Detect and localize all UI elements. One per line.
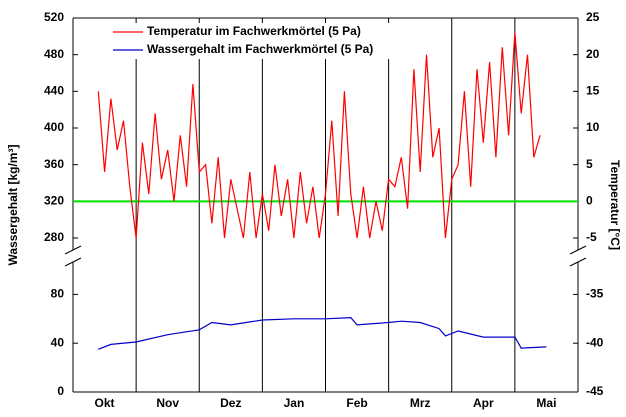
y-tick-label: 440 bbox=[44, 84, 64, 98]
axis-break bbox=[64, 257, 82, 267]
y2-tick-label: -45 bbox=[586, 384, 604, 398]
x-tick-label: Okt bbox=[95, 396, 115, 410]
x-tick-label: Mai bbox=[536, 396, 556, 410]
y-tick-label: 480 bbox=[44, 47, 64, 61]
y-tick-label: 0 bbox=[57, 384, 64, 398]
legend-label: Temperatur im Fachwerkmörtel (5 Pa) bbox=[147, 24, 361, 38]
y-tick-label: 520 bbox=[44, 10, 64, 24]
y2-tick-label: 20 bbox=[586, 47, 600, 61]
axis-break-gap bbox=[65, 250, 81, 262]
y-tick-label: 320 bbox=[44, 194, 64, 208]
y2-tick-label: 15 bbox=[586, 84, 600, 98]
axis-break-gap bbox=[570, 250, 586, 262]
legend-box bbox=[107, 23, 397, 59]
y2-tick-label: 25 bbox=[586, 10, 600, 24]
axis-break bbox=[569, 245, 587, 255]
y-axis-label: Wassergehalt [kg/m³] bbox=[6, 145, 20, 266]
y-tick-label: 360 bbox=[44, 157, 64, 171]
y2-tick-label: -35 bbox=[586, 287, 604, 301]
y2-tick-label: 5 bbox=[586, 157, 593, 171]
series-line bbox=[97, 32, 541, 239]
x-tick-label: Apr bbox=[473, 396, 494, 410]
x-tick-label: Jan bbox=[284, 396, 305, 410]
y2-tick-label: -5 bbox=[586, 230, 597, 244]
y2-tick-label: 10 bbox=[586, 120, 600, 134]
y-tick-label: 40 bbox=[51, 335, 65, 349]
y-tick-label: 400 bbox=[44, 120, 64, 134]
y2-tick-label: 0 bbox=[586, 194, 593, 208]
x-tick-label: Nov bbox=[156, 396, 179, 410]
x-tick-label: Feb bbox=[346, 396, 367, 410]
y2-axis-label: Temperatur [°C] bbox=[608, 160, 622, 250]
x-tick-label: Dez bbox=[220, 396, 241, 410]
x-tick-label: Mrz bbox=[410, 396, 431, 410]
series-line bbox=[98, 316, 547, 350]
y-tick-label: 280 bbox=[44, 230, 64, 244]
axis-break bbox=[569, 257, 587, 267]
y2-tick-label: -40 bbox=[586, 335, 604, 349]
y-tick-label: 80 bbox=[51, 287, 65, 301]
legend-label: Wassergehalt im Fachwerkmörtel (5 Pa) bbox=[147, 42, 373, 56]
axis-break bbox=[64, 245, 82, 255]
